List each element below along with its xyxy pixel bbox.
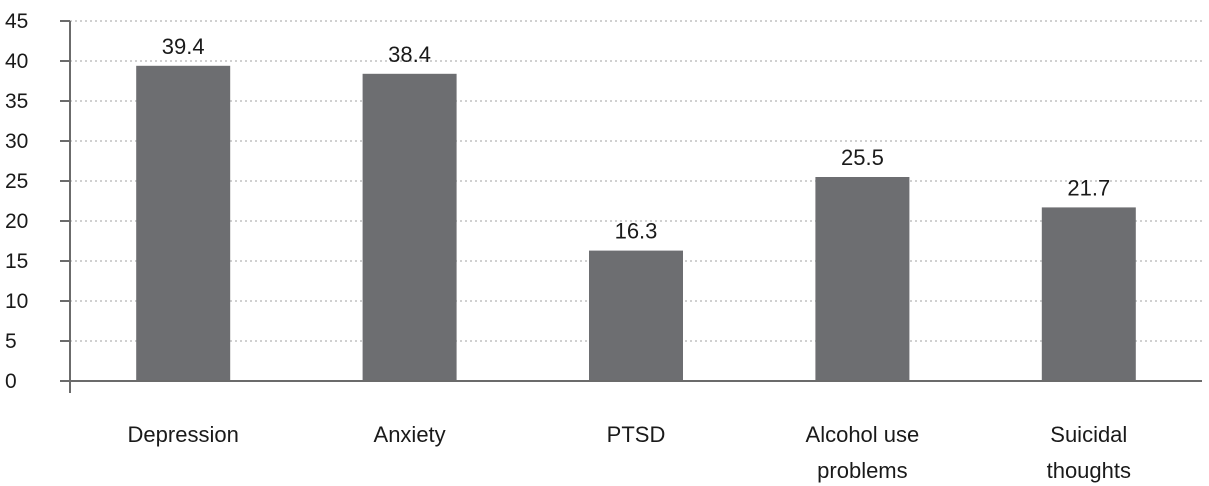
y-tick-labels: 0 5 10 15 20 25 30 35 40 45 (5, 10, 28, 393)
y-tick-label: 35 (5, 90, 28, 113)
y-tick-label: 45 (5, 10, 28, 33)
category-label: Alcohol use (806, 422, 920, 447)
y-tick-label: 25 (5, 170, 28, 193)
y-tick-label: 20 (5, 210, 28, 233)
bars (136, 65, 1136, 382)
y-tick-label: 40 (5, 50, 28, 73)
axes (60, 20, 1202, 393)
bar-value-label: 39.4 (162, 34, 205, 59)
bar-value-label: 16.3 (615, 219, 658, 244)
category-labels: Depression Anxiety PTSD Alcohol use problems… (128, 422, 1131, 483)
category-label: Suicidal (1050, 422, 1127, 447)
bar (362, 73, 457, 382)
category-label: PTSD (607, 422, 666, 447)
bar (589, 250, 683, 381)
bar (136, 65, 231, 382)
category-label: thoughts (1047, 458, 1131, 483)
y-tick-label: 15 (5, 250, 28, 273)
bar-value-label: 38.4 (388, 42, 431, 67)
bar (815, 177, 910, 381)
category-label: Depression (128, 422, 239, 447)
y-tick-label: 30 (5, 130, 28, 153)
category-label: Anxiety (374, 422, 446, 447)
bar-value-labels: 39.4 38.4 16.3 25.5 21.7 (162, 34, 1110, 244)
y-tick-label: 10 (5, 290, 28, 313)
y-tick-label: 0 (5, 370, 17, 393)
bar-value-label: 25.5 (841, 145, 884, 170)
bar-value-label: 21.7 (1067, 175, 1110, 200)
category-label: problems (817, 458, 907, 483)
y-tick-label: 5 (5, 330, 17, 353)
bar (1041, 207, 1136, 381)
